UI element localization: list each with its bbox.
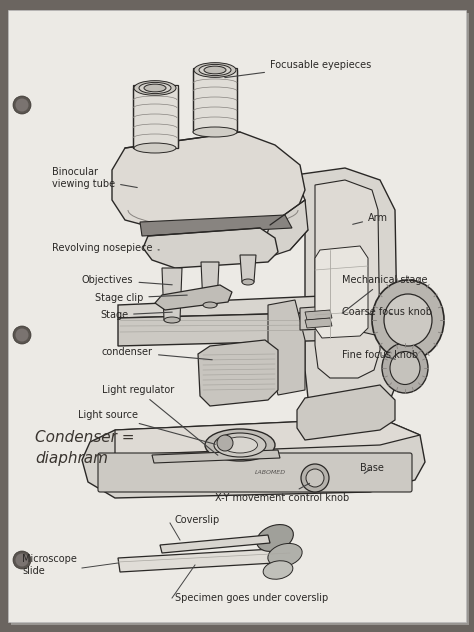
Ellipse shape	[144, 84, 166, 92]
Polygon shape	[300, 305, 375, 335]
Ellipse shape	[256, 525, 293, 552]
Polygon shape	[160, 535, 270, 553]
Text: Specimen goes under coverslip: Specimen goes under coverslip	[175, 593, 328, 603]
Polygon shape	[143, 228, 278, 268]
Polygon shape	[133, 85, 178, 148]
Polygon shape	[265, 200, 308, 255]
Ellipse shape	[205, 429, 275, 461]
Polygon shape	[140, 215, 292, 236]
Text: Fine focus knob: Fine focus knob	[342, 350, 418, 360]
Circle shape	[13, 96, 31, 114]
Circle shape	[16, 329, 28, 341]
Text: Microscope
slide: Microscope slide	[22, 554, 77, 576]
Ellipse shape	[382, 343, 428, 393]
Ellipse shape	[134, 81, 176, 95]
Ellipse shape	[372, 280, 444, 360]
Polygon shape	[152, 450, 280, 463]
Text: Binocular
viewing tube: Binocular viewing tube	[52, 167, 137, 189]
Text: condenser: condenser	[102, 347, 212, 360]
Ellipse shape	[139, 82, 171, 94]
Polygon shape	[297, 385, 395, 440]
Text: Stage: Stage	[100, 310, 172, 320]
Text: Coarse focus knob: Coarse focus knob	[342, 307, 432, 317]
Text: Arm: Arm	[353, 213, 388, 224]
Polygon shape	[295, 168, 398, 410]
Polygon shape	[315, 180, 380, 378]
FancyBboxPatch shape	[98, 453, 412, 492]
Polygon shape	[193, 68, 237, 132]
Polygon shape	[155, 285, 232, 310]
Ellipse shape	[222, 437, 257, 453]
Ellipse shape	[203, 302, 217, 308]
Text: Focusable eyepieces: Focusable eyepieces	[225, 60, 371, 78]
Polygon shape	[240, 255, 256, 282]
Polygon shape	[315, 246, 368, 338]
Text: Coverslip: Coverslip	[175, 515, 220, 525]
Ellipse shape	[194, 63, 236, 77]
Circle shape	[16, 554, 28, 566]
Polygon shape	[118, 548, 292, 572]
Ellipse shape	[384, 294, 432, 346]
Polygon shape	[198, 340, 278, 406]
Ellipse shape	[242, 279, 254, 285]
Circle shape	[13, 551, 31, 569]
Polygon shape	[118, 295, 375, 322]
Polygon shape	[201, 262, 219, 305]
Text: Stage clip: Stage clip	[95, 293, 187, 303]
Circle shape	[217, 435, 233, 451]
Polygon shape	[82, 418, 425, 498]
Text: diaphram: diaphram	[35, 451, 108, 466]
Text: Objectives: Objectives	[82, 275, 172, 285]
Text: Light source: Light source	[78, 410, 215, 444]
Text: Light regulator: Light regulator	[102, 385, 218, 455]
Circle shape	[306, 469, 324, 487]
Text: Base: Base	[360, 463, 384, 473]
Polygon shape	[115, 418, 420, 455]
Text: Revolving nosepiece: Revolving nosepiece	[52, 243, 159, 253]
Text: X-Y movement control knob: X-Y movement control knob	[215, 483, 349, 503]
Polygon shape	[112, 132, 305, 230]
Polygon shape	[268, 300, 305, 395]
Text: Condenser =: Condenser =	[35, 430, 135, 446]
Ellipse shape	[214, 433, 266, 457]
Polygon shape	[305, 318, 332, 328]
Circle shape	[16, 99, 28, 111]
Text: LABOMED: LABOMED	[255, 470, 285, 475]
Polygon shape	[305, 310, 332, 320]
FancyBboxPatch shape	[8, 10, 466, 622]
Polygon shape	[118, 312, 345, 346]
Ellipse shape	[199, 64, 231, 76]
Ellipse shape	[204, 66, 226, 74]
Circle shape	[301, 464, 329, 492]
FancyBboxPatch shape	[11, 13, 469, 625]
Ellipse shape	[263, 561, 293, 580]
Ellipse shape	[193, 127, 237, 137]
Text: Mechanical stage: Mechanical stage	[342, 275, 428, 313]
Ellipse shape	[268, 544, 302, 566]
Ellipse shape	[164, 317, 180, 323]
Polygon shape	[162, 268, 182, 320]
Ellipse shape	[390, 351, 420, 384]
Ellipse shape	[134, 143, 176, 153]
Circle shape	[13, 326, 31, 344]
